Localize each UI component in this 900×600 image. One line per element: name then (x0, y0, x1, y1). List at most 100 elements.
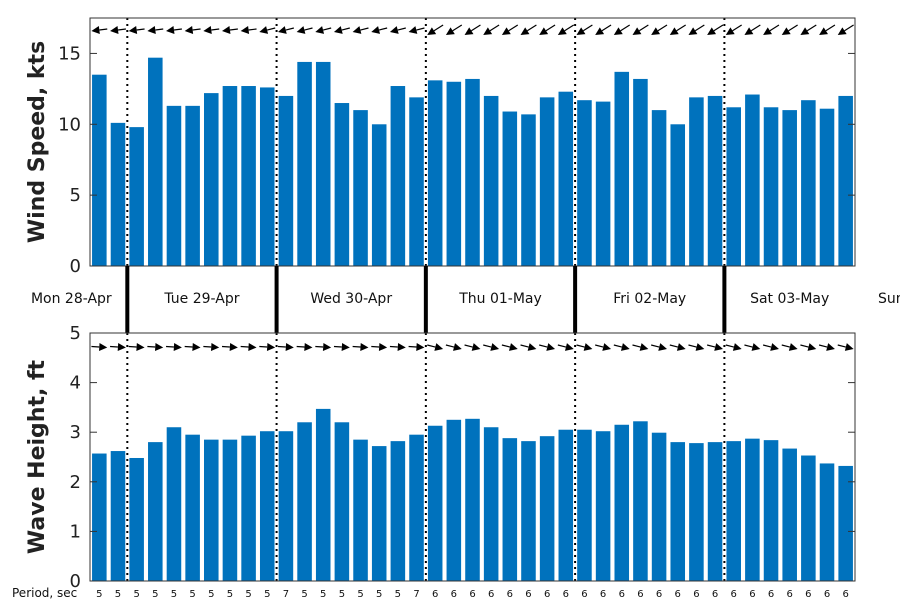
bar (539, 436, 555, 581)
direction-arrowhead (166, 26, 175, 34)
period-value: 5 (264, 589, 270, 600)
bar (166, 105, 182, 266)
bar (595, 101, 611, 266)
bar (204, 93, 219, 266)
bar (801, 455, 816, 581)
bar (446, 419, 462, 581)
period-value: 6 (675, 589, 681, 600)
direction-arrow (520, 344, 529, 348)
direction-arrowhead (91, 26, 100, 34)
bar (838, 465, 853, 581)
direction-arrow (471, 24, 481, 32)
bar (763, 107, 779, 266)
direction-arrowhead (248, 343, 257, 351)
direction-arrowhead (240, 26, 250, 34)
direction-arrowhead (826, 343, 835, 351)
bar (92, 453, 107, 581)
direction-arrowhead (527, 343, 537, 351)
day-label: Sat 03-May (750, 291, 829, 307)
bar (390, 441, 406, 581)
day-label: Sun (878, 291, 900, 307)
direction-arrow (688, 344, 697, 348)
bar (614, 424, 630, 581)
direction-arrow (844, 24, 854, 32)
bar (539, 97, 555, 266)
bar (390, 86, 406, 267)
bar (110, 122, 126, 267)
direction-arrow (620, 24, 631, 32)
direction-arrow (304, 27, 313, 31)
period-value: 6 (824, 589, 830, 600)
day-label: Tue 29-Apr (163, 291, 239, 307)
bar (651, 432, 667, 581)
direction-arrow (248, 28, 257, 31)
direction-arrowhead (509, 343, 518, 351)
direction-arrow (781, 344, 791, 348)
direction-arrowhead (669, 27, 679, 35)
direction-arrowhead (352, 26, 362, 34)
y-tick-label: 0 (70, 256, 81, 277)
direction-arrow (508, 24, 519, 32)
direction-arrow (117, 28, 126, 31)
direction-arrowhead (147, 26, 156, 34)
bar (819, 463, 835, 581)
bar (521, 441, 536, 581)
bar (371, 124, 387, 266)
direction-arrow (576, 344, 585, 348)
direction-arrowhead (266, 343, 276, 351)
direction-arrowhead (770, 343, 779, 351)
direction-arrowhead (837, 27, 847, 35)
direction-arrowhead (416, 343, 425, 351)
direction-arrowhead (192, 343, 201, 351)
direction-arrowhead (583, 343, 593, 351)
direction-arrowhead (360, 343, 369, 351)
bar (353, 439, 368, 581)
direction-arrowhead (222, 26, 231, 34)
direction-arrowhead (490, 343, 500, 351)
bar (633, 421, 648, 581)
direction-arrow (452, 24, 463, 32)
bar (465, 418, 480, 581)
bar (483, 95, 499, 266)
direction-arrow (564, 24, 575, 32)
direction-arrowhead (341, 343, 350, 351)
direction-arrowhead (576, 27, 586, 35)
direction-arrowhead (620, 343, 630, 351)
period-value: 7 (413, 589, 419, 600)
direction-arrow (788, 24, 798, 32)
direction-arrow (769, 24, 780, 32)
bar (465, 78, 480, 266)
bar (278, 431, 294, 581)
period-value: 5 (96, 589, 102, 600)
period-value: 5 (320, 589, 326, 600)
period-value: 6 (637, 589, 643, 600)
period-value: 5 (357, 589, 363, 600)
y-axis-label: Wave Height, ft (25, 359, 50, 554)
period-value: 6 (768, 589, 774, 600)
direction-arrowhead (557, 27, 567, 35)
period-value: 5 (208, 589, 214, 600)
bar (745, 94, 760, 266)
direction-arrow (136, 28, 145, 31)
direction-arrow (99, 28, 108, 31)
direction-arrow (694, 24, 705, 32)
direction-arrow (613, 344, 623, 348)
direction-arrowhead (539, 27, 549, 35)
direction-arrow (341, 27, 350, 31)
direction-arrowhead (707, 27, 717, 35)
direction-arrow (464, 344, 473, 348)
direction-arrow (706, 344, 716, 348)
period-value: 5 (395, 589, 401, 600)
direction-arrowhead (427, 27, 437, 35)
direction-arrow (557, 344, 567, 348)
period-value: 5 (171, 589, 177, 600)
direction-arrowhead (322, 343, 332, 351)
period-value: 6 (712, 589, 718, 600)
direction-arrow (676, 24, 686, 32)
direction-arrow (651, 344, 660, 348)
period-value: 6 (656, 589, 662, 600)
bar (502, 111, 518, 266)
direction-arrowhead (714, 343, 723, 351)
direction-arrowhead (564, 343, 574, 351)
y-axis-label: Wind Speed, kts (25, 41, 50, 243)
